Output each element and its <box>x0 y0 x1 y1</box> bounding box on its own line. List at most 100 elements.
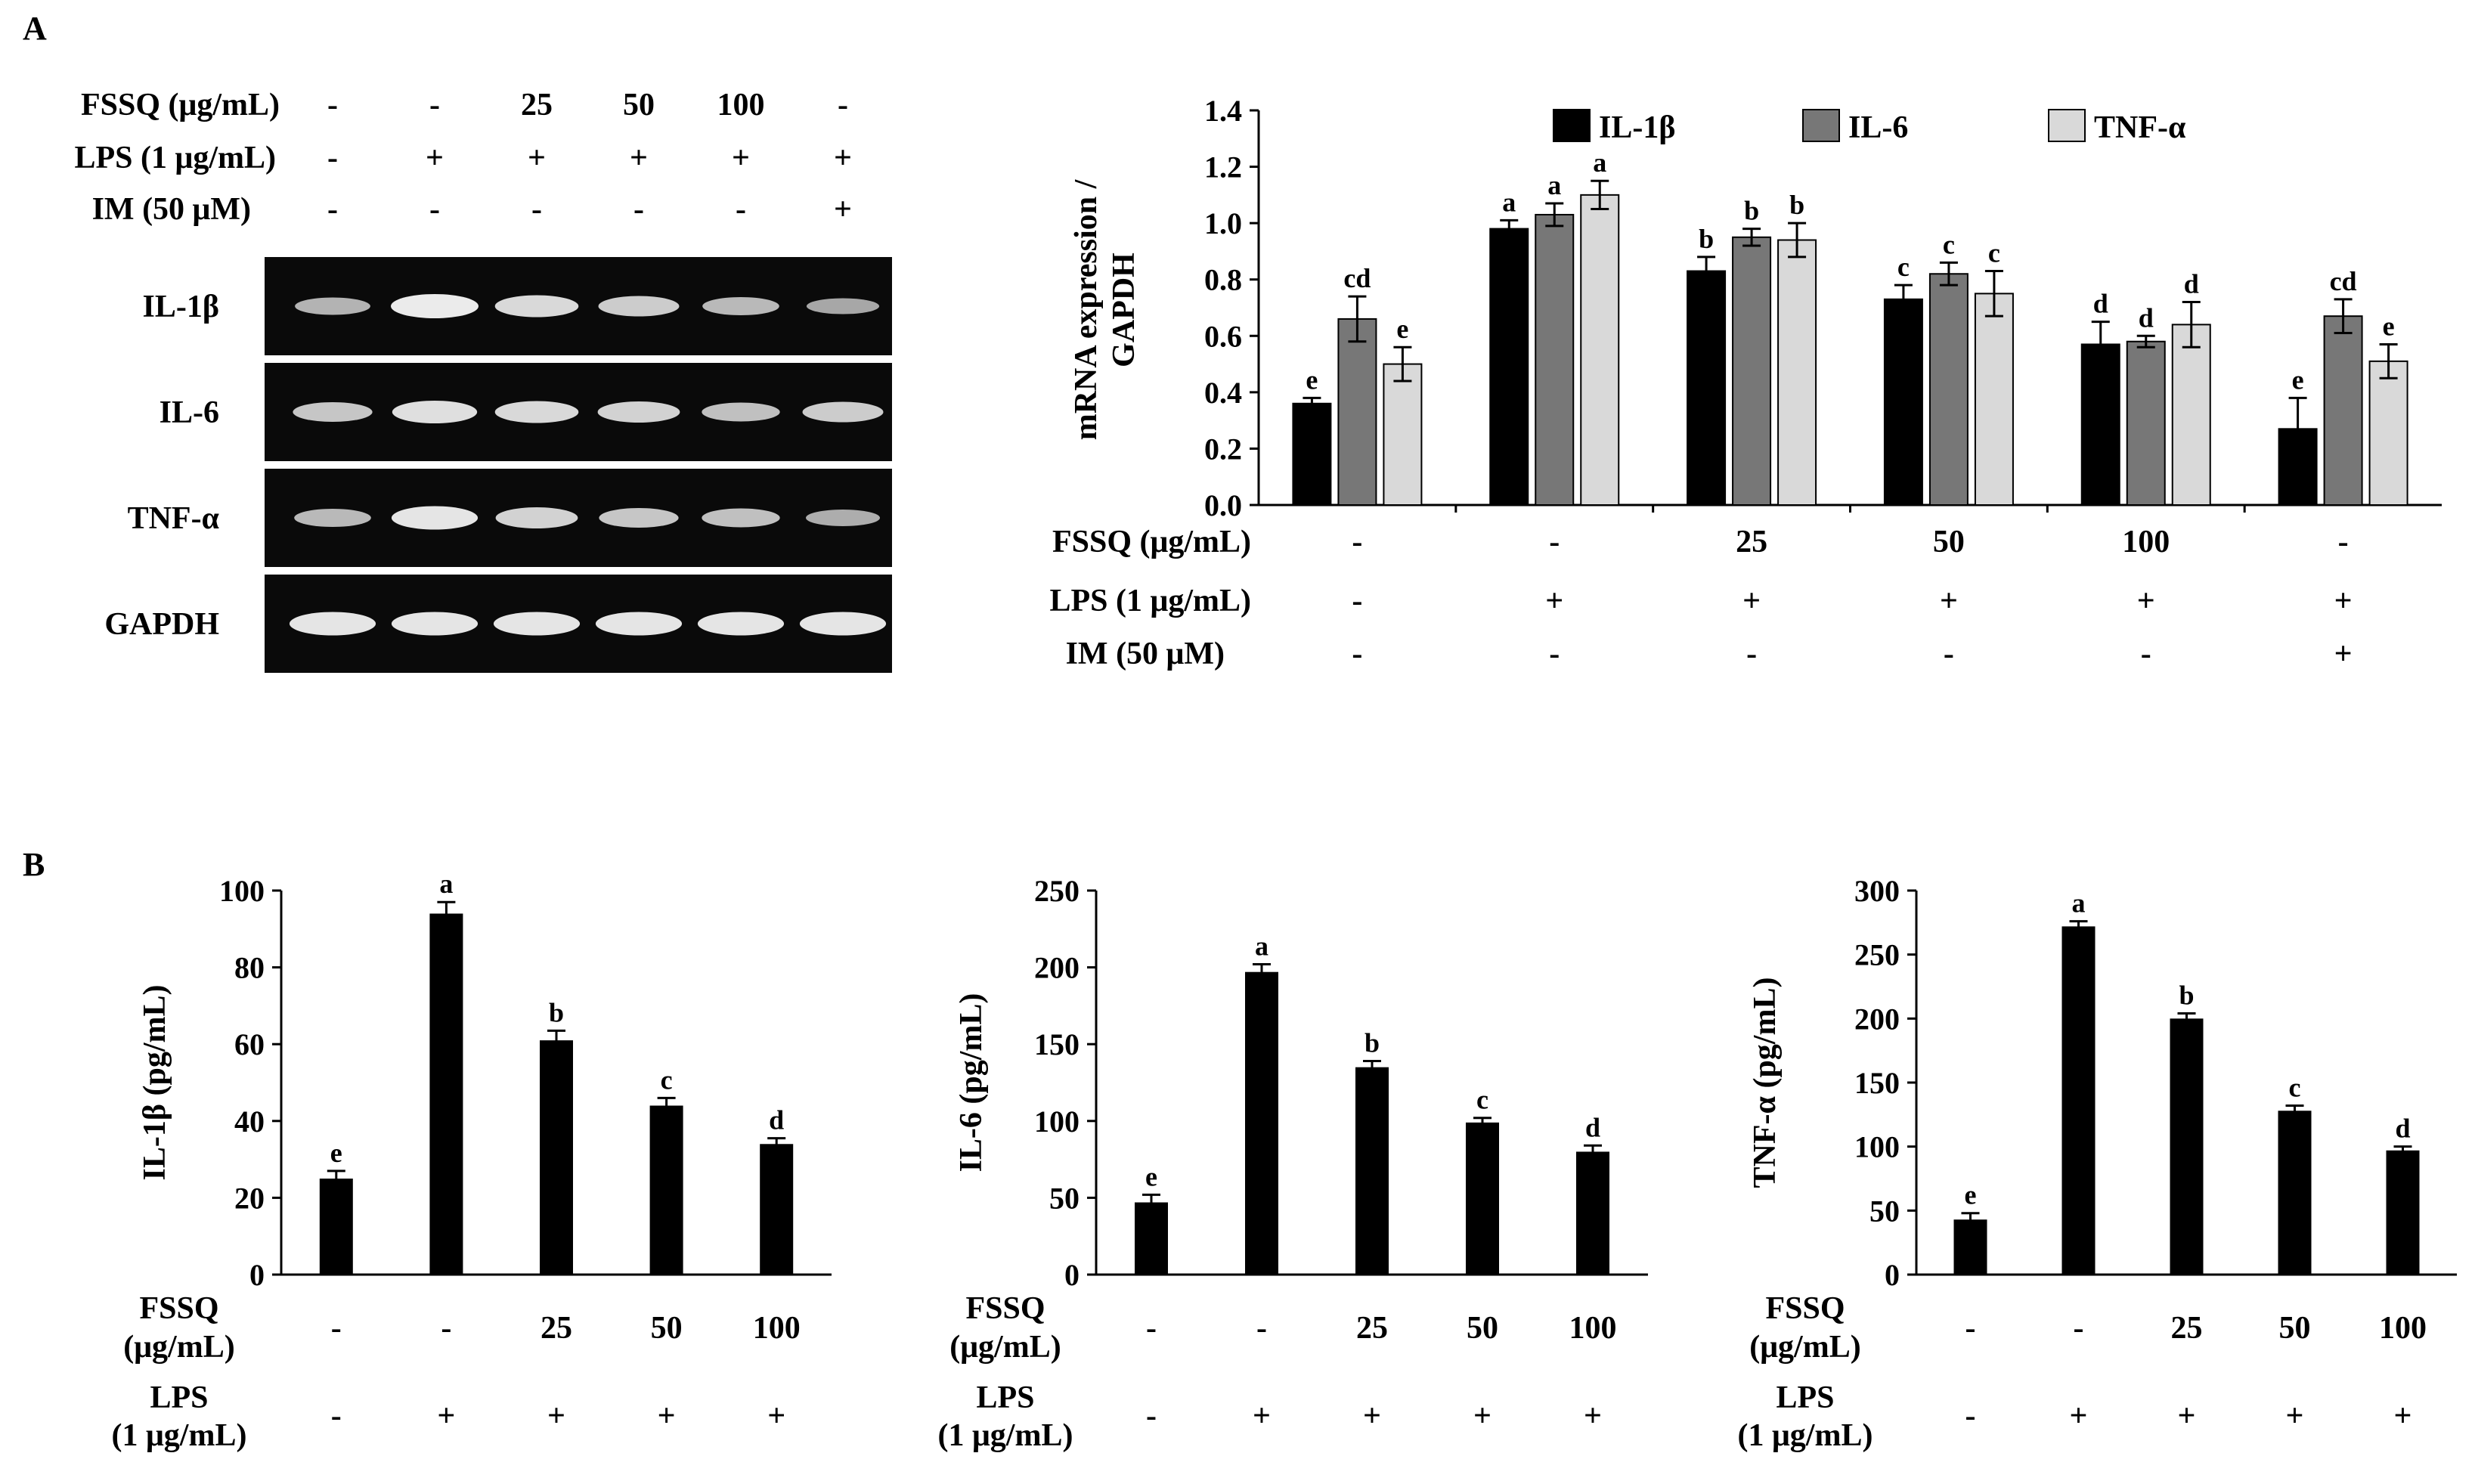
treatment-row-label: FSSQ <box>965 1291 1045 1326</box>
bar-mark <box>1580 194 1620 506</box>
blot-treatment-value: + <box>630 141 648 175</box>
blot-treatment-value: - <box>429 88 440 122</box>
significance-letter: d <box>769 1105 784 1135</box>
gel-band <box>293 402 373 422</box>
treatment-value: + <box>1584 1399 1602 1433</box>
treatment-row-label: (μg/mL) <box>949 1330 1061 1365</box>
y-tick-label: 60 <box>234 1027 265 1061</box>
significance-letter: b <box>1365 1028 1380 1058</box>
treatment-value: + <box>2334 584 2353 618</box>
bar-mark <box>1355 1067 1389 1275</box>
significance-letter: b <box>1744 196 1759 226</box>
y-axis-title: IL-6 (pg/mL) <box>954 993 989 1173</box>
y-axis-title: GAPDH <box>1107 252 1141 367</box>
legend-swatch <box>1553 109 1591 142</box>
gel-band-label: IL-6 <box>160 395 219 430</box>
gel-band <box>494 295 579 318</box>
blot-treatment-value: 50 <box>623 88 655 122</box>
gel-band-label: IL-1β <box>143 290 219 324</box>
bar-mark <box>1245 971 1278 1275</box>
gel-band <box>697 612 785 636</box>
bar-mark <box>1383 363 1423 507</box>
treatment-value: - <box>331 1399 342 1433</box>
blot-treatment-value: - <box>327 141 338 175</box>
treatment-row-label: LPS <box>1776 1380 1834 1415</box>
bar-mark <box>1489 228 1529 506</box>
treatment-value: - <box>1746 637 1757 671</box>
treatment-row-label: FSSQ <box>1765 1291 1845 1326</box>
treatment-row-label: LPS <box>976 1380 1034 1415</box>
y-tick-label: 0.6 <box>1204 319 1242 353</box>
treatment-row-label: (1 μg/mL) <box>112 1418 247 1453</box>
significance-letter: cd <box>1343 263 1371 293</box>
treatment-value: - <box>1352 584 1362 618</box>
y-tick-label: 0 <box>1064 1258 1080 1292</box>
blot-treatment-value: - <box>838 88 848 122</box>
treatment-row-label: (μg/mL) <box>123 1330 234 1365</box>
gel-band <box>391 506 479 530</box>
gel-band <box>702 297 779 315</box>
y-tick-label: 200 <box>1034 951 1080 985</box>
y-tick-label: 20 <box>234 1181 265 1215</box>
y-tick-label: 100 <box>1854 1130 1900 1164</box>
bar-mark <box>1883 298 1923 506</box>
treatment-value: - <box>2074 1311 2084 1346</box>
treatment-value: + <box>2286 1399 2304 1433</box>
bar-mark <box>2171 324 2211 506</box>
significance-letter: d <box>2093 289 2108 319</box>
treatment-value: - <box>1146 1311 1157 1346</box>
bar-mark <box>540 1040 573 1275</box>
significance-letter: a <box>1593 147 1606 178</box>
gel-band <box>799 612 887 636</box>
y-tick-label: 200 <box>1854 1002 1900 1036</box>
treatment-value: + <box>2178 1399 2196 1433</box>
bar-mark <box>1777 239 1817 506</box>
panel-label-b: B <box>23 846 45 883</box>
significance-letter: b <box>1699 224 1714 254</box>
gel-band <box>702 508 780 528</box>
significance-letter: c <box>1476 1085 1488 1115</box>
blot-treatment-label: FSSQ (μg/mL) <box>81 88 280 122</box>
panel-label-a: A <box>23 10 47 47</box>
treatment-value: 25 <box>1736 525 1767 559</box>
gel-band <box>295 297 370 315</box>
bar-mark <box>2386 1150 2420 1275</box>
legend-label: TNF-α <box>2094 110 2186 145</box>
significance-letter: c <box>1988 238 2000 268</box>
y-tick-label: 40 <box>234 1104 265 1139</box>
y-tick-label: 300 <box>1854 874 1900 908</box>
gel-band <box>702 402 780 422</box>
treatment-value: + <box>1473 1399 1492 1433</box>
bar-mark <box>2126 340 2166 506</box>
treatment-value: - <box>1352 525 1362 559</box>
significance-letter: a <box>1502 187 1516 217</box>
gel-band <box>806 510 880 526</box>
treatment-value: 100 <box>1569 1311 1617 1346</box>
significance-letter: a <box>439 869 453 899</box>
gel-band <box>391 294 479 318</box>
y-tick-label: 1.4 <box>1204 94 1242 128</box>
treatment-value: + <box>767 1399 785 1433</box>
bar-mark <box>2080 343 2120 506</box>
significance-letter: e <box>1306 364 1318 395</box>
blot-treatment-value: + <box>528 141 546 175</box>
significance-letter: d <box>2184 269 2199 299</box>
treatment-row-label: (1 μg/mL) <box>1738 1418 1873 1453</box>
gel-band <box>294 509 371 527</box>
significance-letter: a <box>1547 170 1561 200</box>
y-tick-label: 250 <box>1034 874 1080 908</box>
treatment-value: - <box>1352 637 1362 671</box>
significance-letter: a <box>2072 888 2086 919</box>
gel-band <box>802 401 884 423</box>
treatment-value: + <box>1545 584 1563 618</box>
legend-label: IL-1β <box>1599 110 1675 145</box>
gel-band <box>598 296 680 317</box>
bar-mark <box>1535 213 1575 506</box>
bar-mark <box>1135 1202 1168 1275</box>
legend-swatch <box>2048 109 2086 142</box>
y-tick-label: 80 <box>234 951 265 985</box>
il6-elisa-chart: 0 50 100 150 200 250 e a b c d IL-6 (pg/mL) FSSQ (μg/… <box>938 874 1648 1453</box>
treatment-value: - <box>441 1311 451 1346</box>
tnfa-elisa-chart: 0 50 100 150 200 250 300 e a b c d TNF-α (pg/mL) FSSQ… <box>1738 874 2457 1453</box>
treatment-value: 50 <box>651 1311 683 1346</box>
